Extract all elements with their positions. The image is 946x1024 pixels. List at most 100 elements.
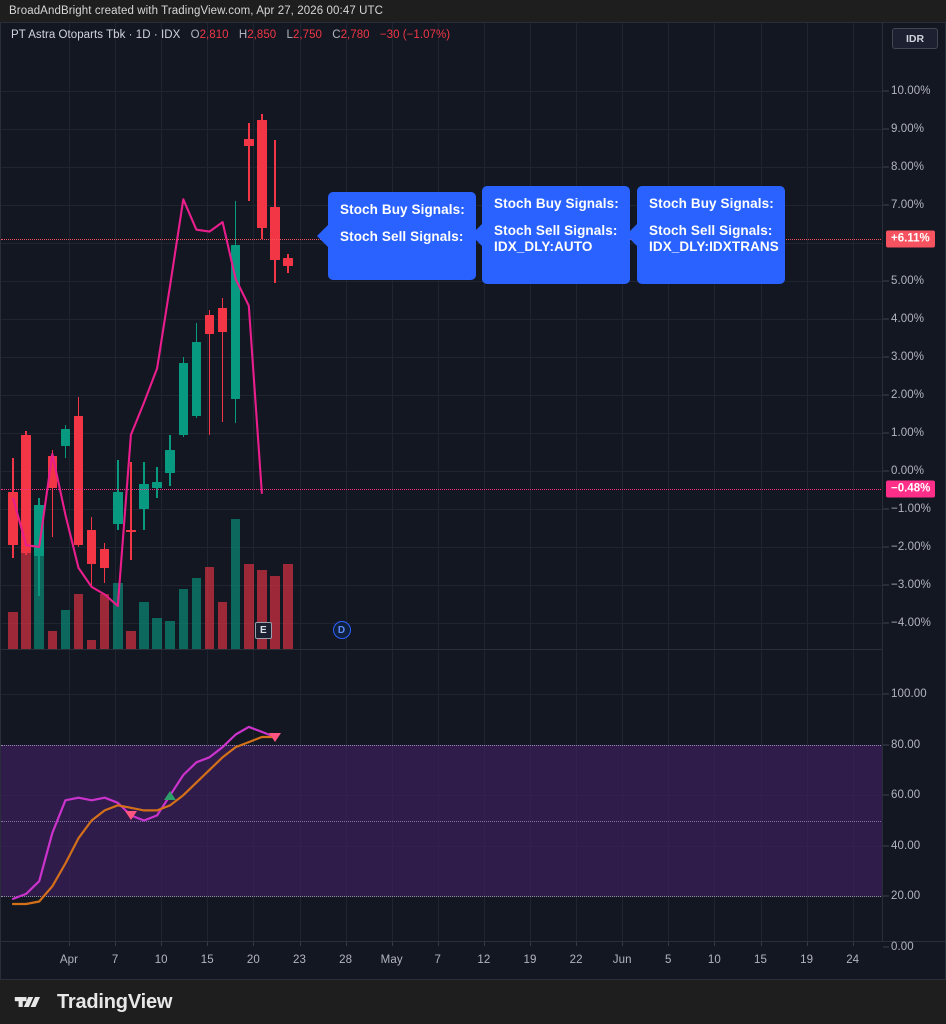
volume-bar xyxy=(60,610,71,649)
candle-body xyxy=(178,362,189,435)
time-scale[interactable]: Apr 7 10 15 20 23 28 May 7 12 19 22 Jun 5 10 15 19 24 xyxy=(1,942,945,979)
time-tick-mark xyxy=(806,942,808,946)
price-tick-mark xyxy=(883,584,889,586)
gridline-horizontal xyxy=(1,694,883,695)
time-tick-label: 22 xyxy=(569,954,583,966)
price-tick-label: 2.00% xyxy=(891,389,925,401)
gridline-horizontal xyxy=(1,395,883,396)
current-price-label[interactable]: +6.11% xyxy=(886,230,935,248)
price-tick-label: 0.00% xyxy=(891,465,925,477)
gridline-vertical xyxy=(622,23,624,649)
price-tick-label: 9.00% xyxy=(891,123,925,135)
price-tick-label: 7.00% xyxy=(891,199,925,211)
legend-interval[interactable]: 1D xyxy=(135,29,151,41)
gridline-horizontal xyxy=(1,471,883,472)
callout-stoch-signals-1[interactable]: Stoch Buy Signals: Stoch Sell Signals: xyxy=(317,192,476,280)
volume-bar xyxy=(113,582,123,649)
time-tick-mark xyxy=(622,942,624,946)
candle-body xyxy=(230,244,241,399)
time-tick-label: 28 xyxy=(339,954,353,966)
gridline-horizontal xyxy=(1,129,883,130)
time-tick-label: 24 xyxy=(846,954,860,966)
stoch-tick-mark xyxy=(883,744,889,746)
time-tick-mark xyxy=(714,942,716,946)
gridline-horizontal xyxy=(1,281,883,282)
callout-spacer xyxy=(649,212,773,223)
time-tick-mark xyxy=(345,942,347,946)
candle-body xyxy=(204,315,215,335)
volume-bar xyxy=(244,563,254,649)
callout-line-2: Stoch Sell Signals: xyxy=(340,228,464,244)
tradingview-wordmark: TradingView xyxy=(57,990,173,1013)
currency-badge[interactable]: IDR xyxy=(892,28,938,49)
stochastic-pane[interactable] xyxy=(1,650,883,941)
callout-stoch-signals-3[interactable]: Stoch Buy Signals: Stoch Sell Signals: I… xyxy=(626,186,785,284)
candle-body xyxy=(99,548,110,568)
stoch-tick-label: 80.00 xyxy=(891,738,921,751)
price-tick-mark xyxy=(883,128,889,130)
candle-body xyxy=(73,415,84,546)
time-tick-mark xyxy=(437,942,439,946)
volume-bar xyxy=(126,630,136,649)
stoch-tick-mark xyxy=(883,693,889,695)
time-tick-label: 15 xyxy=(200,954,214,966)
stoch-tick-mark xyxy=(883,845,889,847)
legend-ohlc-c: C2,780 xyxy=(332,29,369,41)
gridline-horizontal xyxy=(1,167,883,168)
secondary-price-label[interactable]: −0.48% xyxy=(886,480,936,498)
legend-high-value: 2,850 xyxy=(247,29,277,41)
time-tick-label: Apr xyxy=(59,954,79,966)
price-scale[interactable]: 10.00% 9.00% 8.00% 7.00% 5.00% 4.00% 3.00% 2.00… xyxy=(883,23,945,953)
time-tick-label: 12 xyxy=(477,954,491,966)
gridline-vertical xyxy=(483,23,485,649)
price-tick-mark xyxy=(883,546,889,548)
time-tick-mark xyxy=(668,942,670,946)
legend-open-key: O xyxy=(190,29,200,41)
time-tick-mark xyxy=(483,942,485,946)
price-tick-mark xyxy=(883,470,889,472)
chart-frame: E D Stoch Buy Signals: Stoch Sell Signal… xyxy=(0,22,946,980)
callout-line-3: IDX_DLY:AUTO xyxy=(494,238,593,254)
price-tick-mark xyxy=(883,318,889,320)
price-tick-mark xyxy=(883,204,889,206)
legend-exchange: IDX xyxy=(161,29,181,41)
volume-bar xyxy=(86,640,97,649)
volume-bar xyxy=(191,578,202,649)
price-tick-mark xyxy=(883,432,889,434)
candle-body xyxy=(257,119,267,228)
candle-body xyxy=(283,258,293,266)
tradingview-logo[interactable]: TradingView xyxy=(14,991,172,1014)
candle-body xyxy=(60,429,71,447)
buy-signal-marker-icon xyxy=(164,791,177,801)
legend-symbol[interactable]: PT Astra Otoparts Tbk xyxy=(11,29,126,41)
price-axis-divider xyxy=(882,23,883,941)
footer-bar: TradingView xyxy=(0,980,946,1024)
legend-close-key: C xyxy=(332,29,341,41)
pane-divider[interactable] xyxy=(1,649,883,650)
volume-bar xyxy=(21,538,31,649)
callout-stoch-signals-2[interactable]: Stoch Buy Signals: Stoch Sell Signals: I… xyxy=(471,186,630,284)
time-tick-mark xyxy=(852,942,854,946)
gridline-horizontal xyxy=(1,547,883,548)
sell-signal-marker-icon xyxy=(269,733,281,742)
legend-change: −30 (−1.07%) xyxy=(379,29,451,41)
time-tick-mark xyxy=(161,942,163,946)
stoch-tick-mark xyxy=(883,946,889,948)
gridline-vertical xyxy=(115,23,117,649)
callout-spacer xyxy=(340,218,464,229)
callout-line-1: Stoch Buy Signals: xyxy=(649,196,774,211)
volume-bar xyxy=(99,594,110,649)
price-pane[interactable]: E D xyxy=(1,23,883,649)
time-tick-label: May xyxy=(380,954,403,966)
time-tick-label: 19 xyxy=(523,954,537,966)
callout-tail-icon xyxy=(317,225,328,247)
dividend-marker[interactable]: D xyxy=(332,621,351,639)
volume-bar xyxy=(270,576,280,649)
chart-legend[interactable]: PT Astra Otoparts Tbk · 1D · IDX O2,810 … xyxy=(11,29,450,41)
price-tick-label: −2.00% xyxy=(891,541,931,553)
gridline-horizontal xyxy=(1,585,883,586)
time-tick-label: 15 xyxy=(754,954,767,966)
gridline-vertical xyxy=(299,23,301,649)
earnings-marker[interactable]: E xyxy=(254,622,272,639)
